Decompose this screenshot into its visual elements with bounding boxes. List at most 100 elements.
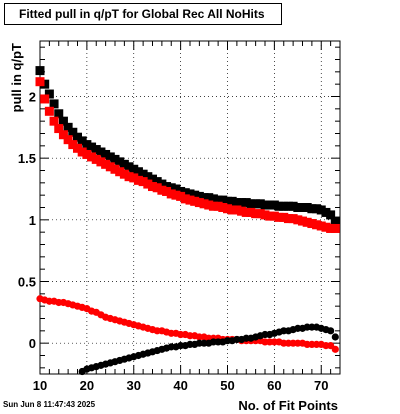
data-point-square [171, 190, 181, 200]
data-point-square [223, 204, 232, 214]
data-point-square [265, 211, 275, 221]
data-point-square [148, 174, 157, 184]
data-point-square [143, 172, 153, 182]
data-point-square [133, 167, 143, 177]
data-point-square [77, 136, 87, 146]
data-point-square [143, 179, 153, 189]
data-point-square [316, 221, 326, 231]
data-point-square [293, 203, 303, 212]
data-point-square [105, 162, 115, 172]
data-point-square [302, 203, 312, 212]
data-point-square [115, 167, 125, 177]
data-point-square [171, 184, 181, 194]
y-tick-label: 1 [29, 213, 36, 228]
x-tick-label: 20 [80, 378, 94, 393]
data-point-square [260, 200, 270, 210]
data-point-square [293, 215, 303, 225]
data-point-square [63, 122, 73, 132]
data-point-square [265, 200, 275, 210]
data-point-square [185, 195, 195, 205]
data-point-circle [327, 327, 335, 335]
data-point-square [269, 200, 279, 210]
data-point-square [251, 209, 261, 219]
data-point-square [237, 206, 247, 216]
data-point-square [129, 173, 139, 183]
data-point-square [176, 191, 186, 201]
data-point-square [166, 189, 176, 199]
data-point-square [307, 219, 317, 229]
data-point-square [227, 196, 237, 206]
data-point-square [223, 196, 232, 206]
data-point-square [40, 79, 50, 89]
data-point-square [218, 203, 228, 212]
data-point-square [162, 186, 172, 196]
data-point-square [190, 196, 200, 206]
data-point-square [227, 205, 237, 215]
data-point-square [316, 205, 326, 215]
data-point-square [274, 212, 284, 222]
data-point-square [58, 130, 68, 140]
data-point-square [180, 188, 190, 198]
data-point-square [237, 198, 247, 208]
data-point-square [213, 201, 223, 211]
data-point-square [110, 164, 120, 174]
data-point-square [152, 177, 162, 187]
data-point-square [255, 199, 265, 209]
data-point-square [77, 147, 87, 157]
data-point-square [73, 143, 82, 153]
data-point-square [162, 182, 172, 192]
x-tick-label: 10 [33, 378, 47, 393]
data-point-square [54, 109, 64, 119]
data-point-square [96, 157, 106, 167]
data-point-square [148, 182, 157, 192]
data-point-square [138, 169, 148, 179]
data-point-square [124, 172, 134, 182]
data-point-square [133, 175, 143, 185]
data-point-square [307, 204, 317, 214]
data-point-square [330, 216, 340, 226]
data-point-square [246, 207, 256, 217]
data-point-square [58, 116, 68, 126]
data-point-square [199, 199, 209, 209]
data-point-square [68, 127, 78, 137]
data-point-square [194, 198, 204, 208]
data-point-square [255, 209, 265, 219]
data-point-square [204, 200, 214, 210]
data-point-square [185, 189, 195, 199]
data-point-square [232, 205, 242, 215]
data-point-square [279, 212, 289, 222]
data-point-square [82, 140, 92, 150]
data-point-square [241, 207, 251, 217]
data-point-square [124, 162, 134, 172]
data-point-square [105, 152, 115, 162]
data-point-square [82, 149, 92, 159]
data-point-square [180, 194, 190, 204]
data-point-square [298, 203, 307, 212]
data-point-square [110, 154, 120, 164]
data-point-square [269, 211, 279, 221]
data-point-square [208, 201, 218, 211]
y-tick-label: 0 [29, 336, 36, 351]
data-point-square [213, 195, 223, 205]
data-point-square [119, 159, 129, 169]
data-point-square [44, 106, 54, 116]
timestamp: Sun Jun 8 11:47:43 2025 [3, 400, 96, 409]
data-point-square [194, 191, 204, 201]
data-point-square [208, 194, 218, 204]
data-point-square [326, 210, 336, 220]
data-point-square [63, 135, 73, 145]
data-point-square [35, 66, 45, 76]
x-tick-label: 30 [127, 378, 141, 393]
data-point-square [54, 124, 64, 134]
data-point-square [330, 223, 340, 233]
data-point-square [312, 220, 322, 230]
x-tick-label: 50 [220, 378, 234, 393]
y-tick-label: 2 [29, 90, 36, 105]
data-point-square [321, 222, 331, 232]
data-point-square [204, 193, 214, 203]
data-point-square [119, 169, 129, 179]
data-point-square [288, 201, 298, 211]
data-point-square [283, 201, 293, 211]
data-point-circle [331, 333, 339, 341]
